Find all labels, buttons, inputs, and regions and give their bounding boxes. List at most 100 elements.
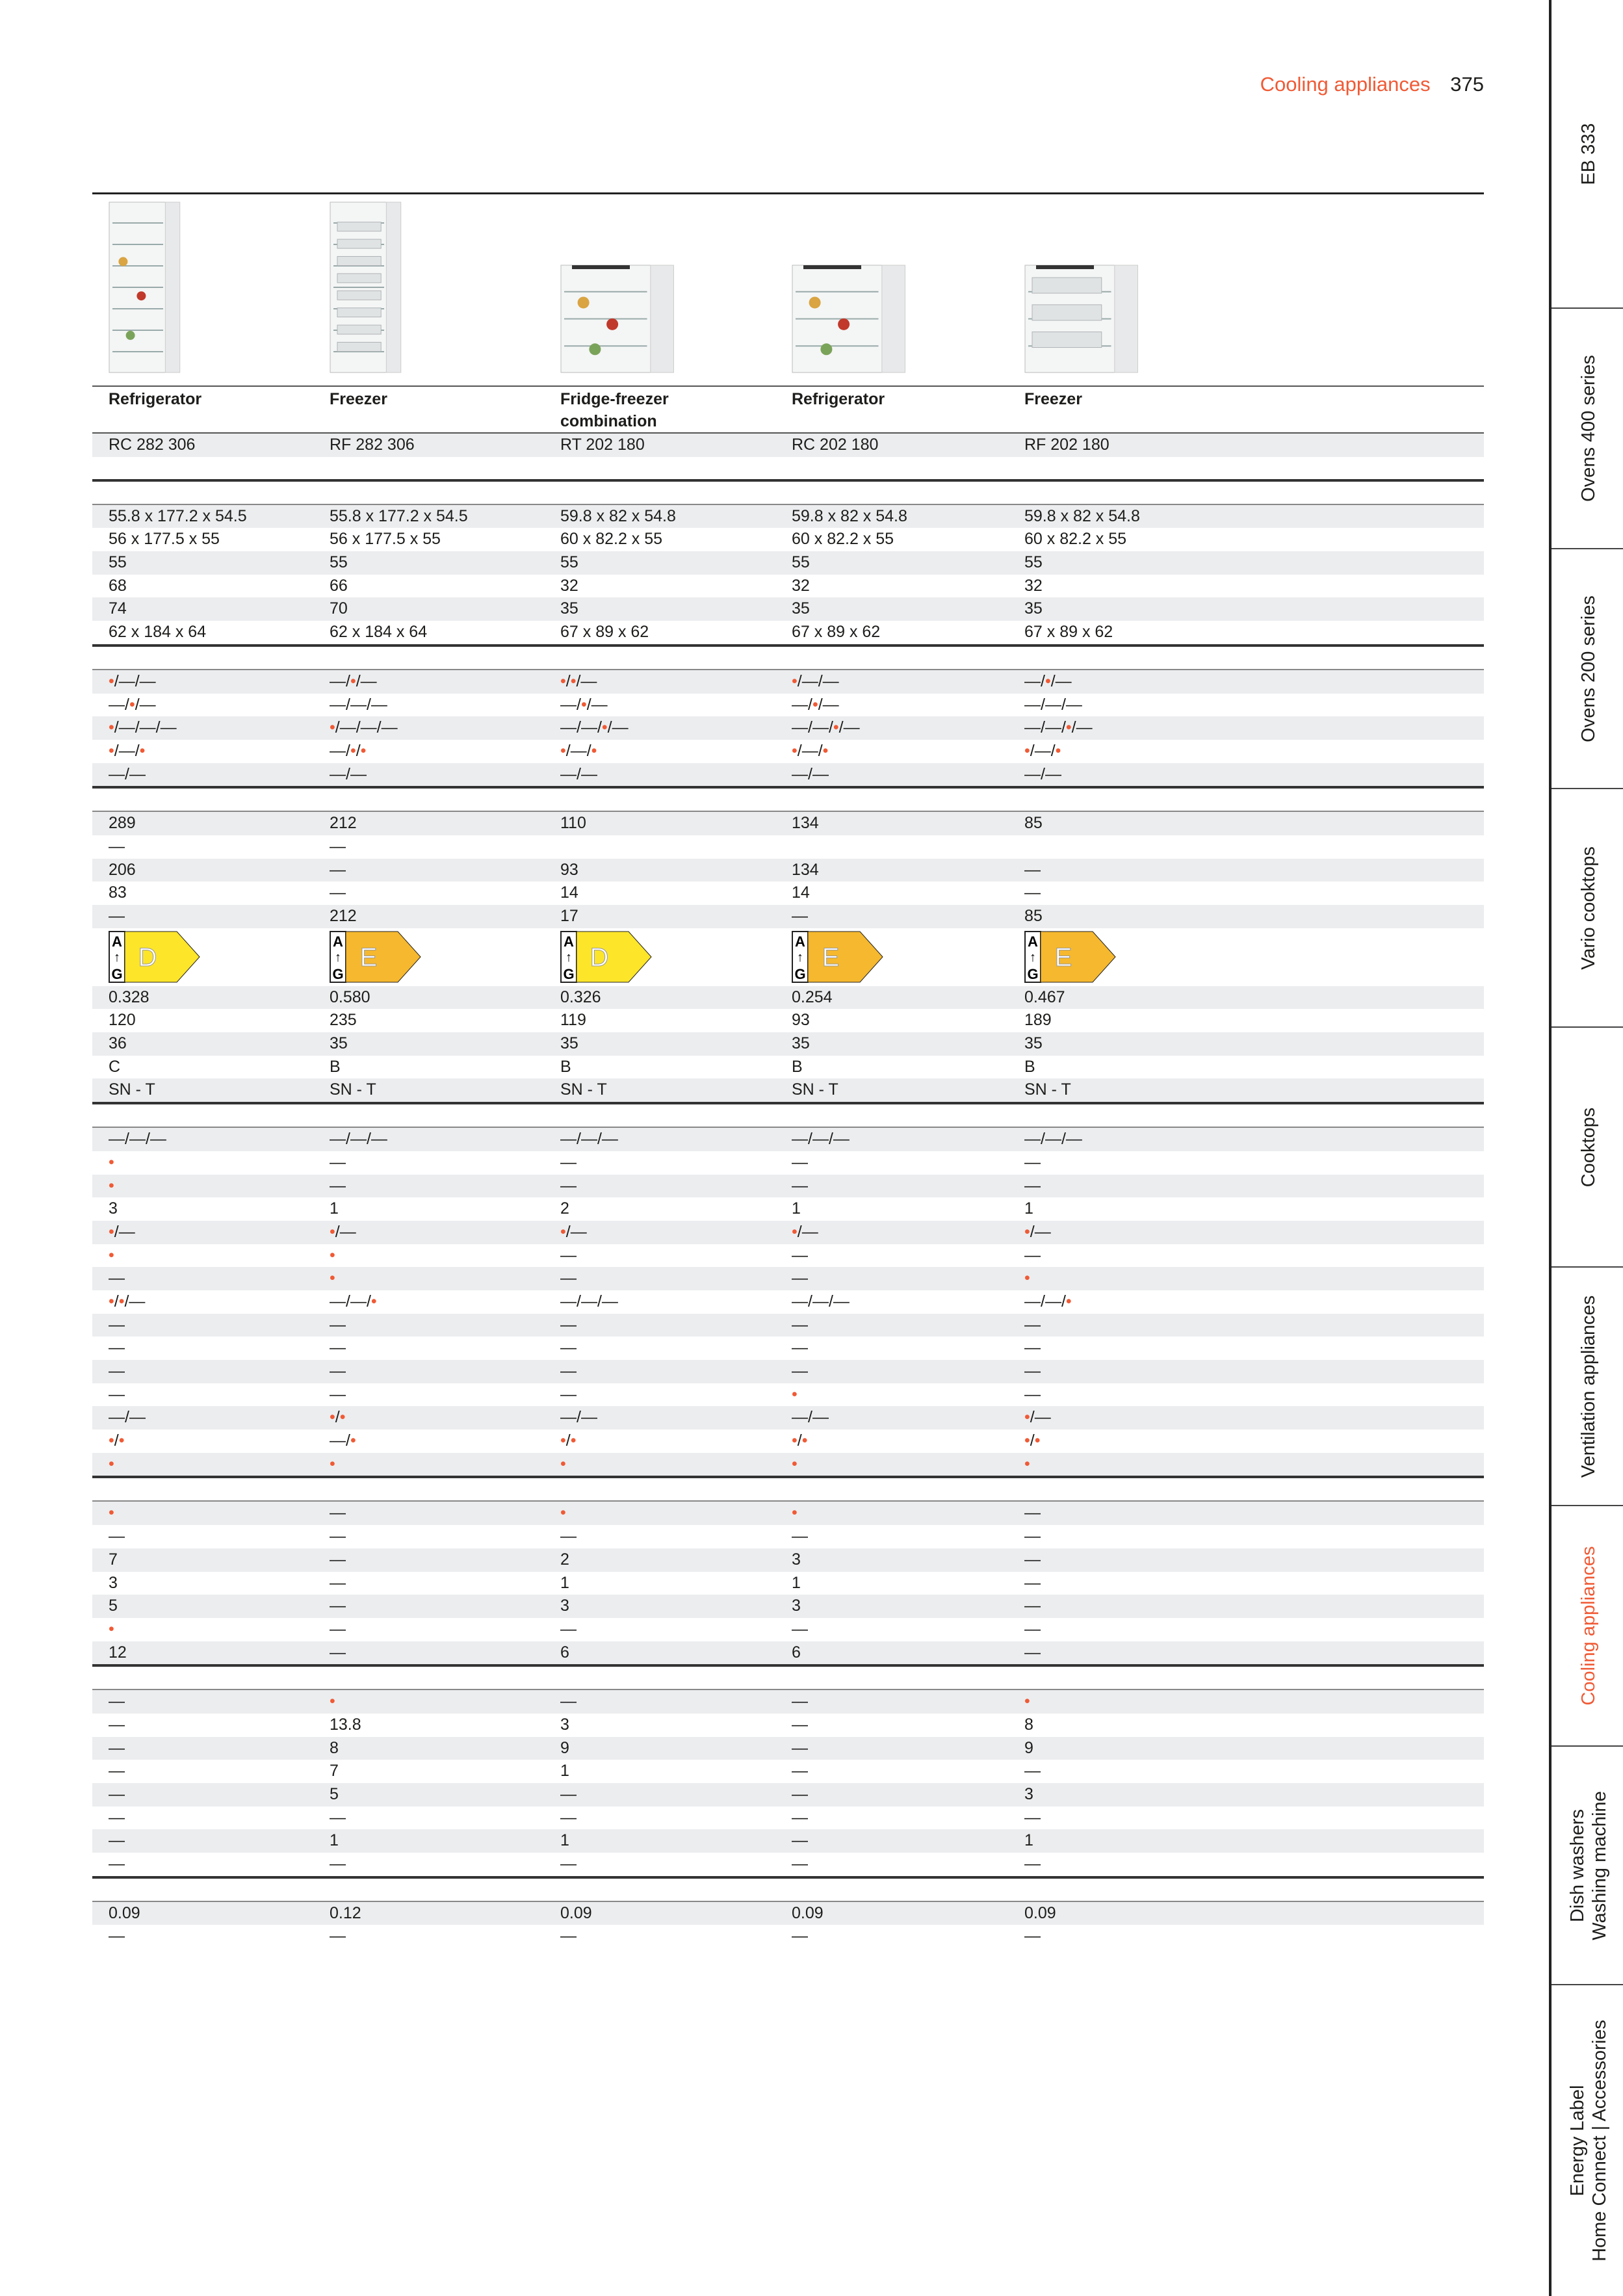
- cell-text: —: [560, 1527, 577, 1546]
- cell-text: 56 x 177.5 x 55: [109, 530, 220, 549]
- spec-cell: 0.09: [1024, 1902, 1056, 1925]
- spec-row: • • — — —: [92, 1244, 1484, 1268]
- cell-text: 119: [560, 1011, 586, 1030]
- cell-text: /: [565, 672, 571, 690]
- spec-row: —/•/— —/—/— —/•/— —/•/— —/—/—: [92, 694, 1484, 717]
- cell-text: 7: [109, 1550, 118, 1569]
- cell-text: —: [792, 1315, 808, 1334]
- cell-text: —: [1024, 1573, 1041, 1592]
- cell-text: —/—/—: [792, 1292, 850, 1311]
- spec-row: 55.8 x 177.2 x 54.5 55.8 x 177.2 x 54.5 59…: [92, 504, 1484, 528]
- spec-cell: —: [792, 1314, 808, 1337]
- cell-text: —/—/—: [792, 1130, 850, 1149]
- cell-text: 3: [560, 1715, 569, 1734]
- undercounter-refrigerator-image: [792, 265, 907, 376]
- cell-text: 0.254: [792, 987, 833, 1006]
- bullet-icon: •: [109, 741, 114, 760]
- cell-text: —: [1024, 1176, 1041, 1195]
- spec-cell: B: [560, 1056, 571, 1079]
- energy-label: A ↑ G E: [330, 930, 422, 990]
- spec-cell: —: [1024, 1525, 1041, 1548]
- spec-cell: 59.8 x 82 x 54.8: [1024, 505, 1140, 528]
- spec-cell: 59.8 x 82 x 54.8: [792, 505, 907, 528]
- spec-row: —/— —/— —/— —/— —/—: [92, 763, 1484, 787]
- cell-text: 3: [792, 1550, 801, 1569]
- spec-cell: —/—/•: [330, 1290, 377, 1314]
- product-images: [92, 194, 1484, 385]
- spec-cell: 35: [560, 1032, 578, 1056]
- spec-section: 55.8 x 177.2 x 54.5 55.8 x 177.2 x 54.5 59…: [92, 503, 1484, 647]
- spec-cell: 0.09: [560, 1902, 592, 1925]
- spec-cell: 93: [560, 859, 578, 882]
- cell-text: —: [1024, 1527, 1041, 1546]
- cell-text: —: [109, 1762, 125, 1781]
- cell-text: 1: [1024, 1831, 1033, 1850]
- spec-cell: B: [1024, 1056, 1035, 1079]
- sidebar-tab-ventilation-appliances[interactable]: Ventilation appliances: [1552, 1268, 1623, 1506]
- spec-cell: —: [560, 1783, 577, 1807]
- bullet-icon: •: [1045, 672, 1051, 690]
- cell-text: —: [330, 1855, 346, 1873]
- bullet-icon: •: [1024, 1454, 1030, 1473]
- spec-section: 289 212 110 134 85— —206—93 134—83—14 14— —212 17…: [92, 811, 1484, 1105]
- spec-cell: SN - T: [792, 1078, 838, 1102]
- spec-cell: 32: [560, 575, 578, 598]
- spec-cell: •: [560, 1453, 566, 1476]
- cell-text: —: [1024, 1808, 1041, 1827]
- cell-text: 0.09: [109, 1903, 140, 1922]
- sidebar-tab-ovens-400-series[interactable]: Ovens 400 series: [1552, 309, 1623, 549]
- spec-cell: —: [1024, 1925, 1041, 1948]
- spec-cell: —: [792, 1760, 808, 1783]
- sidebar-tab-eb-333[interactable]: EB 333: [1552, 0, 1623, 309]
- sidebar-tab-cooktops[interactable]: Cooktops: [1552, 1028, 1623, 1268]
- sidebar-tab-label: Ventilation appliances: [1578, 1295, 1599, 1478]
- cell-text: —: [1024, 1153, 1041, 1171]
- sidebar-tab-vario-cooktops[interactable]: Vario cooktops: [1552, 789, 1623, 1028]
- spec-cell: 60 x 82.2 x 55: [792, 528, 894, 551]
- cell-text: —/: [330, 1431, 350, 1450]
- cell-text: SN - T: [792, 1080, 838, 1099]
- spec-cell: •/•: [560, 1429, 576, 1453]
- sidebar-tab-dish-washers-washing-machine[interactable]: Dish washers Washing machine: [1552, 1747, 1623, 1985]
- bullet-icon: •: [330, 1222, 335, 1241]
- spec-row: — 212 17 — 85: [92, 905, 1484, 928]
- cell-text: 0.09: [792, 1903, 824, 1922]
- spec-cell: —: [560, 1925, 577, 1948]
- spec-row: — 13.8 3 — 8: [92, 1714, 1484, 1737]
- cell-text: —: [792, 1808, 808, 1827]
- bullet-icon: •: [580, 695, 587, 714]
- sidebar-tab-energy-label-home-connect-accessories[interactable]: Energy Label Home Connect | Accessories: [1552, 1985, 1623, 2296]
- spec-cell: •/•: [792, 1429, 807, 1453]
- spec-cell: —/—/—: [560, 1290, 618, 1314]
- bullet-icon: •: [792, 1431, 798, 1450]
- product-type: Refrigerator: [109, 390, 202, 408]
- cell-text: —: [330, 883, 346, 902]
- spec-row: — • — — •: [92, 1690, 1484, 1714]
- spec-cell: 67 x 89 x 62: [560, 621, 649, 644]
- svg-text:A: A: [564, 933, 574, 950]
- sidebar-tab-ovens-200-series[interactable]: Ovens 200 series: [1552, 549, 1623, 789]
- spec-cell: 35: [792, 597, 810, 621]
- bullet-icon: •: [1024, 1692, 1030, 1711]
- spec-section: • — • • — — — — — — 7 — 2 3 — 3 — 1 1 — 5 — 3 3 — • — — — — 12 — 6 6 —: [92, 1500, 1484, 1667]
- spec-cell: —: [109, 1525, 125, 1548]
- cell-text: 1: [792, 1573, 801, 1592]
- model-row: RC 282 306 RF 282 306 RT 202 180 RC 202 180…: [92, 432, 1484, 457]
- cell-text: —: [109, 1315, 125, 1334]
- spec-cell: 1: [1024, 1829, 1033, 1853]
- model-number: RC 282 306: [109, 436, 196, 454]
- spec-cell: •: [1024, 1453, 1030, 1476]
- spec-cell: 67 x 89 x 62: [1024, 621, 1113, 644]
- spec-cell: SN - T: [330, 1078, 376, 1102]
- svg-text:A: A: [112, 933, 122, 950]
- cell-text: —: [109, 1855, 125, 1873]
- spec-cell: —: [560, 1525, 577, 1548]
- sidebar-tab-cooling-appliances[interactable]: Cooling appliances: [1552, 1506, 1623, 1747]
- cell-text: 55.8 x 177.2 x 54.5: [109, 506, 247, 525]
- cell-text: 1: [792, 1199, 801, 1218]
- spec-cell: •/—/•: [560, 740, 597, 763]
- spec-row: •/•/— —/—/• —/—/— —/—/— —/—/•: [92, 1290, 1484, 1314]
- divider: [92, 457, 1484, 482]
- spec-cell: 66: [330, 575, 348, 598]
- model-number: RC 202 180: [792, 436, 879, 454]
